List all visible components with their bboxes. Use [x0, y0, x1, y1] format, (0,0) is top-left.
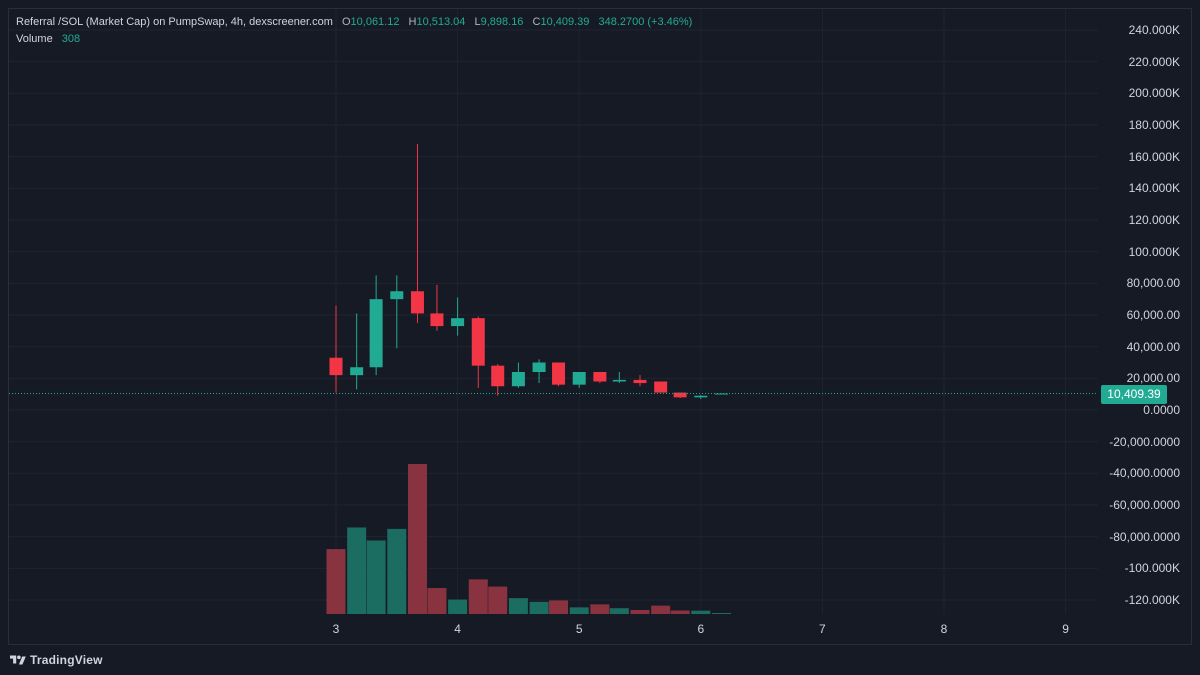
- time-axis-label: 4: [454, 622, 461, 636]
- candle-body: [552, 362, 566, 385]
- candle-body: [491, 365, 505, 387]
- volume-bar: [590, 604, 610, 614]
- chart-legend: Referral /SOL (Market Cap) on PumpSwap, …: [16, 14, 692, 48]
- volume-bar: [549, 600, 569, 614]
- time-axis-label: 5: [575, 622, 583, 636]
- volume-bar: [468, 579, 488, 614]
- candle-body: [694, 395, 708, 398]
- price-axis-label: 120.000K: [1128, 213, 1180, 227]
- chart-pane[interactable]: [9, 9, 1098, 614]
- volume-label[interactable]: Volume: [16, 33, 53, 45]
- legend-volume-row: Volume 308: [16, 31, 692, 48]
- price-axis-label: 200.000K: [1128, 86, 1180, 101]
- price-axis-label: 160.000K: [1128, 149, 1180, 164]
- candle-body: [714, 393, 728, 395]
- price-axis-label: -60,000.0000: [1109, 498, 1180, 512]
- price-axis-label: 140.000K: [1128, 181, 1180, 196]
- candle-body: [633, 379, 647, 384]
- price-axis-label: 0.0000: [1143, 403, 1180, 417]
- price-axis-label: -40,000.0000: [1109, 466, 1180, 481]
- candle-body: [350, 367, 364, 376]
- price-axis-label: 180.000K: [1128, 118, 1180, 132]
- candle-body: [471, 318, 485, 366]
- price-axis-label: 80,000.00: [1126, 276, 1180, 291]
- candle-body: [673, 392, 687, 398]
- volume-bar: [427, 588, 447, 614]
- volume-bar: [347, 527, 367, 614]
- close-key: C: [532, 16, 541, 28]
- time-axis-label: 8: [940, 622, 948, 636]
- symbol-title[interactable]: Referral /SOL (Market Cap) on PumpSwap, …: [16, 16, 333, 28]
- time-axis-label: 9: [1062, 622, 1069, 636]
- volume-bar: [488, 586, 508, 614]
- volume-bar: [366, 540, 386, 614]
- volume-bar: [711, 613, 731, 614]
- candle-body: [511, 372, 525, 387]
- legend-ohlc-row: Referral /SOL (Market Cap) on PumpSwap, …: [16, 14, 692, 31]
- price-chart[interactable]: [9, 9, 1098, 614]
- volume-bar: [691, 610, 711, 614]
- open-key: O: [341, 16, 351, 28]
- volume-bar: [569, 607, 589, 614]
- volume-bar: [448, 599, 468, 614]
- price-axis-label: 60,000.00: [1126, 308, 1180, 322]
- volume-bar: [326, 549, 346, 614]
- tradingview-name: TradingView: [30, 653, 103, 667]
- candle-body: [532, 362, 546, 372]
- volume-bar: [508, 598, 528, 614]
- volume-bar: [609, 608, 629, 614]
- price-axis-label: -80,000.0000: [1109, 529, 1180, 544]
- candle-body: [612, 379, 626, 382]
- price-axis-label: 40,000.00: [1126, 339, 1180, 354]
- volume-bar: [407, 464, 427, 614]
- candle-body: [572, 372, 586, 385]
- volume-bar: [529, 601, 549, 614]
- candle-body: [369, 299, 383, 368]
- open-value: 10,061.12: [350, 16, 400, 28]
- candle-body: [329, 357, 343, 376]
- volume-bar: [630, 609, 650, 614]
- candle-body: [390, 291, 404, 300]
- time-axis-label: 7: [819, 622, 826, 636]
- tradingview-logo-icon: [10, 655, 26, 665]
- price-axis-label: -100.000K: [1124, 561, 1180, 576]
- price-axis-label: 220.000K: [1128, 54, 1180, 69]
- price-axis-label: -120.000K: [1124, 593, 1180, 607]
- low-key: L: [474, 16, 481, 28]
- high-key: H: [408, 16, 417, 28]
- price-axis-label: 240.000K: [1128, 23, 1180, 37]
- tradingview-brand[interactable]: TradingView: [10, 652, 103, 668]
- candle-body: [593, 372, 607, 382]
- high-value: 10,513.04: [416, 16, 466, 28]
- price-axis-label: 100.000K: [1128, 244, 1180, 259]
- time-axis-label: 3: [332, 622, 340, 636]
- price-axis-label: -20,000.0000: [1109, 434, 1180, 449]
- close-value: 10,409.39: [540, 16, 590, 28]
- volume-bar: [387, 528, 407, 614]
- low-value: 9,898.16: [480, 16, 524, 28]
- time-axis-label: 6: [697, 622, 705, 636]
- volume-value: 308: [61, 33, 81, 45]
- price-axis[interactable]: 240.000K 220.000K 200.000K 180.000K 160.000K…: [1098, 9, 1192, 614]
- price-axis-label: 20,000.00: [1126, 371, 1180, 386]
- candle-body: [451, 318, 465, 327]
- change-value: 348.2700 (+3.46%): [598, 16, 693, 28]
- chart-frame: [8, 8, 1192, 645]
- candle-body: [654, 381, 668, 393]
- time-axis[interactable]: 3 4 5 6 7 8 9: [9, 614, 1098, 644]
- volume-bar: [651, 605, 671, 614]
- candle-body: [410, 291, 424, 314]
- volume-bar: [670, 610, 690, 614]
- last-price-badge: 10,409.39: [1101, 385, 1167, 404]
- candle-body: [430, 313, 444, 327]
